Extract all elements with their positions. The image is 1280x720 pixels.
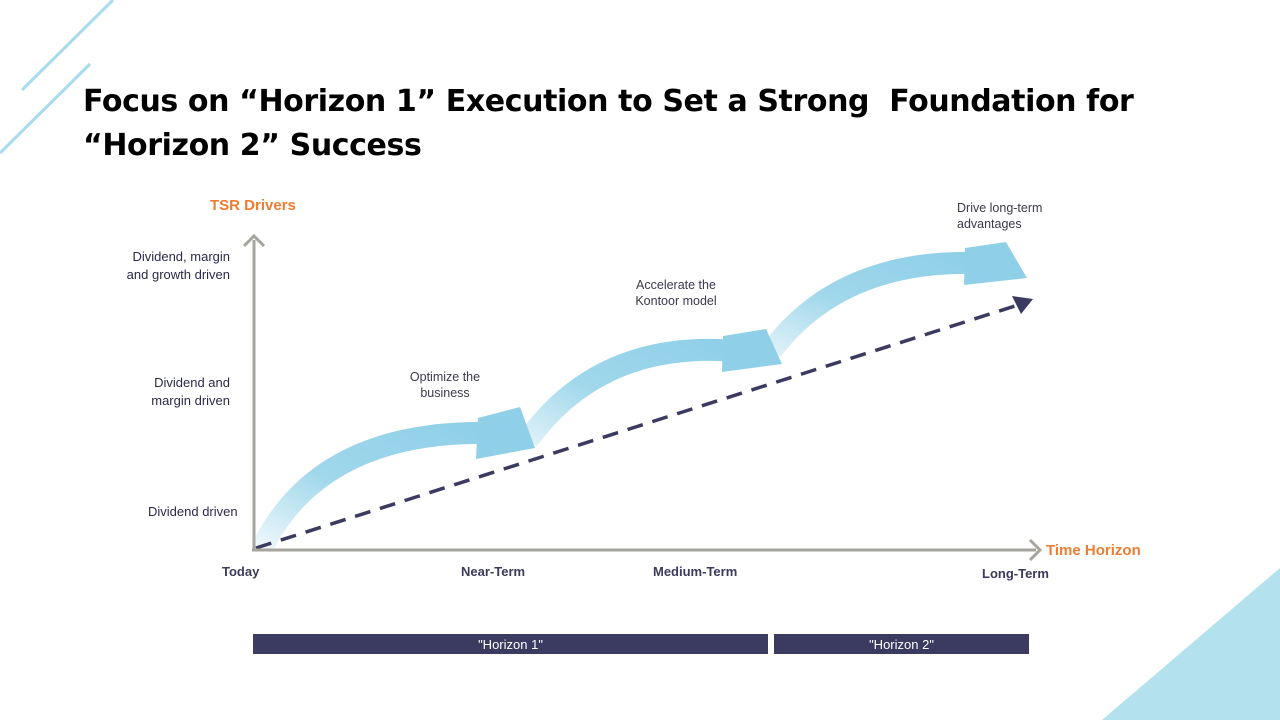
decorative-lines xyxy=(0,0,115,155)
y-label-margin-line1: Dividend and xyxy=(154,375,230,390)
stage-label-drive-line1: Drive long-term xyxy=(957,201,1043,215)
title-line-2: “Horizon 2” Success xyxy=(83,128,422,163)
x-tick-medium-term: Medium-Term xyxy=(653,564,738,579)
stage-label-optimize-line1: Optimize the xyxy=(409,370,481,384)
stage-label-accelerate-line1: Accelerate the xyxy=(636,278,716,292)
stage-arrow-2 xyxy=(519,329,782,447)
x-axis xyxy=(252,538,1043,562)
x-tick-near-term: Near-Term xyxy=(461,564,526,579)
x-tick-long-term: Long-Term xyxy=(982,566,1049,581)
y-label-growth-line2: and growth driven xyxy=(126,267,230,282)
y-label-margin-line2: margin driven xyxy=(151,393,230,408)
page-title: Focus on “Horizon 1” Execution to Set a … xyxy=(83,80,1183,168)
x-axis-title: Time Horizon xyxy=(1046,542,1141,559)
stage-label-accelerate-line2: Kontoor model xyxy=(635,294,717,308)
stage-label-optimize-line2: business xyxy=(420,386,470,400)
stage-label-optimize: Optimize the business xyxy=(385,369,505,401)
stage-label-drive-line2: advantages xyxy=(957,217,1022,231)
y-label-growth-line1: Dividend, margin xyxy=(132,249,230,264)
y-axis xyxy=(242,233,266,550)
stage-label-drive: Drive long-term advantages xyxy=(957,200,1097,232)
x-tick-today: Today xyxy=(222,564,260,579)
stage-arrow-1 xyxy=(252,407,535,553)
y-axis-title: TSR Drivers xyxy=(210,197,296,214)
y-label-dividend: Dividend driven xyxy=(148,504,238,519)
decorative-corner-triangle xyxy=(1102,568,1280,720)
stage-label-accelerate: Accelerate the Kontoor model xyxy=(616,277,736,309)
y-label-growth: Dividend, margin and growth driven xyxy=(30,248,230,284)
horizon-2-bar: "Horizon 2" xyxy=(774,634,1029,654)
y-label-margin: Dividend and margin driven xyxy=(30,374,230,410)
title-line-1: Focus on “Horizon 1” Execution to Set a … xyxy=(83,84,1134,119)
stage-arrow-3 xyxy=(763,242,1027,357)
horizon-1-bar: "Horizon 1" xyxy=(253,634,768,654)
dashed-trend-line xyxy=(255,296,1033,550)
